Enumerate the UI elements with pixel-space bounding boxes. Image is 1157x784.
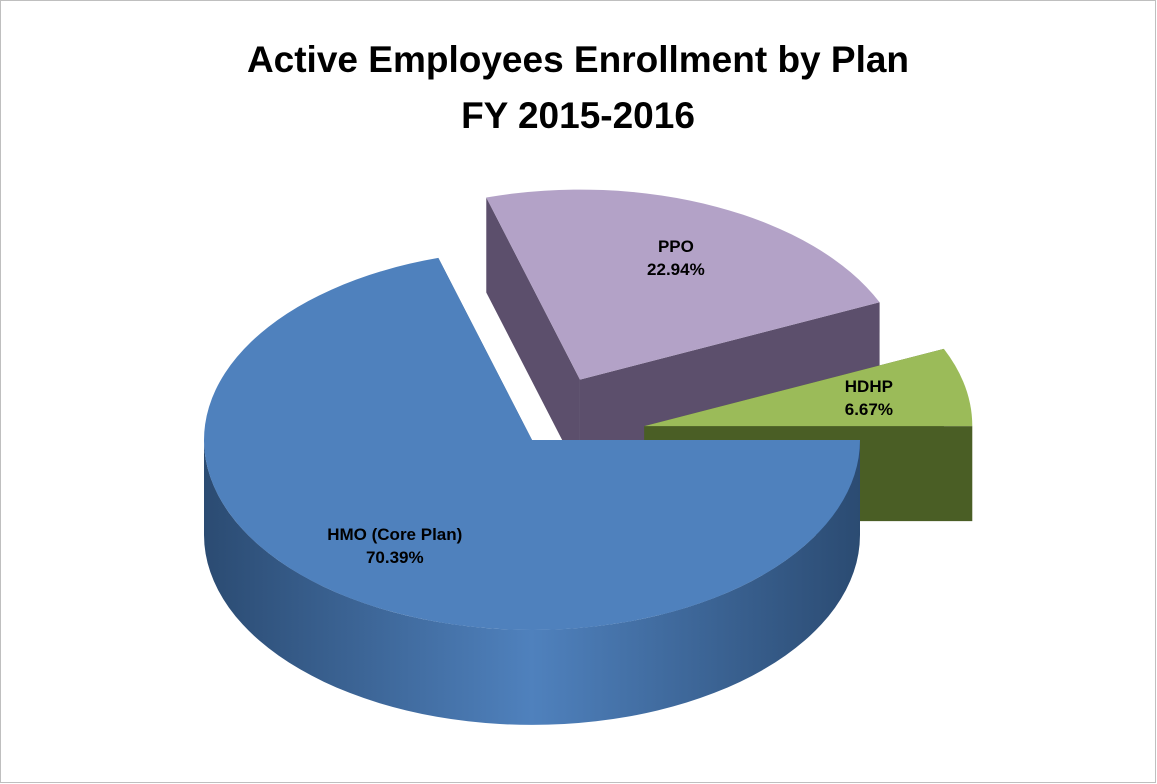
chart-subtitle: FY 2015-2016	[461, 95, 695, 136]
data-label-name: HDHP	[845, 377, 893, 396]
slice-side	[486, 197, 580, 475]
slice-top	[203, 257, 860, 630]
pie-slice	[203, 257, 860, 725]
data-label-value: 6.67%	[845, 400, 893, 419]
chart-title: Active Employees Enrollment by Plan	[247, 39, 909, 80]
data-label-value: 22.94%	[647, 260, 705, 279]
data-label-name: PPO	[658, 237, 694, 256]
slice-outer-side	[204, 440, 860, 725]
data-label-value: 70.39%	[366, 548, 424, 567]
slice-top	[486, 189, 880, 380]
slice-top	[644, 348, 973, 427]
data-label-name: HMO (Core Plan)	[327, 525, 462, 544]
